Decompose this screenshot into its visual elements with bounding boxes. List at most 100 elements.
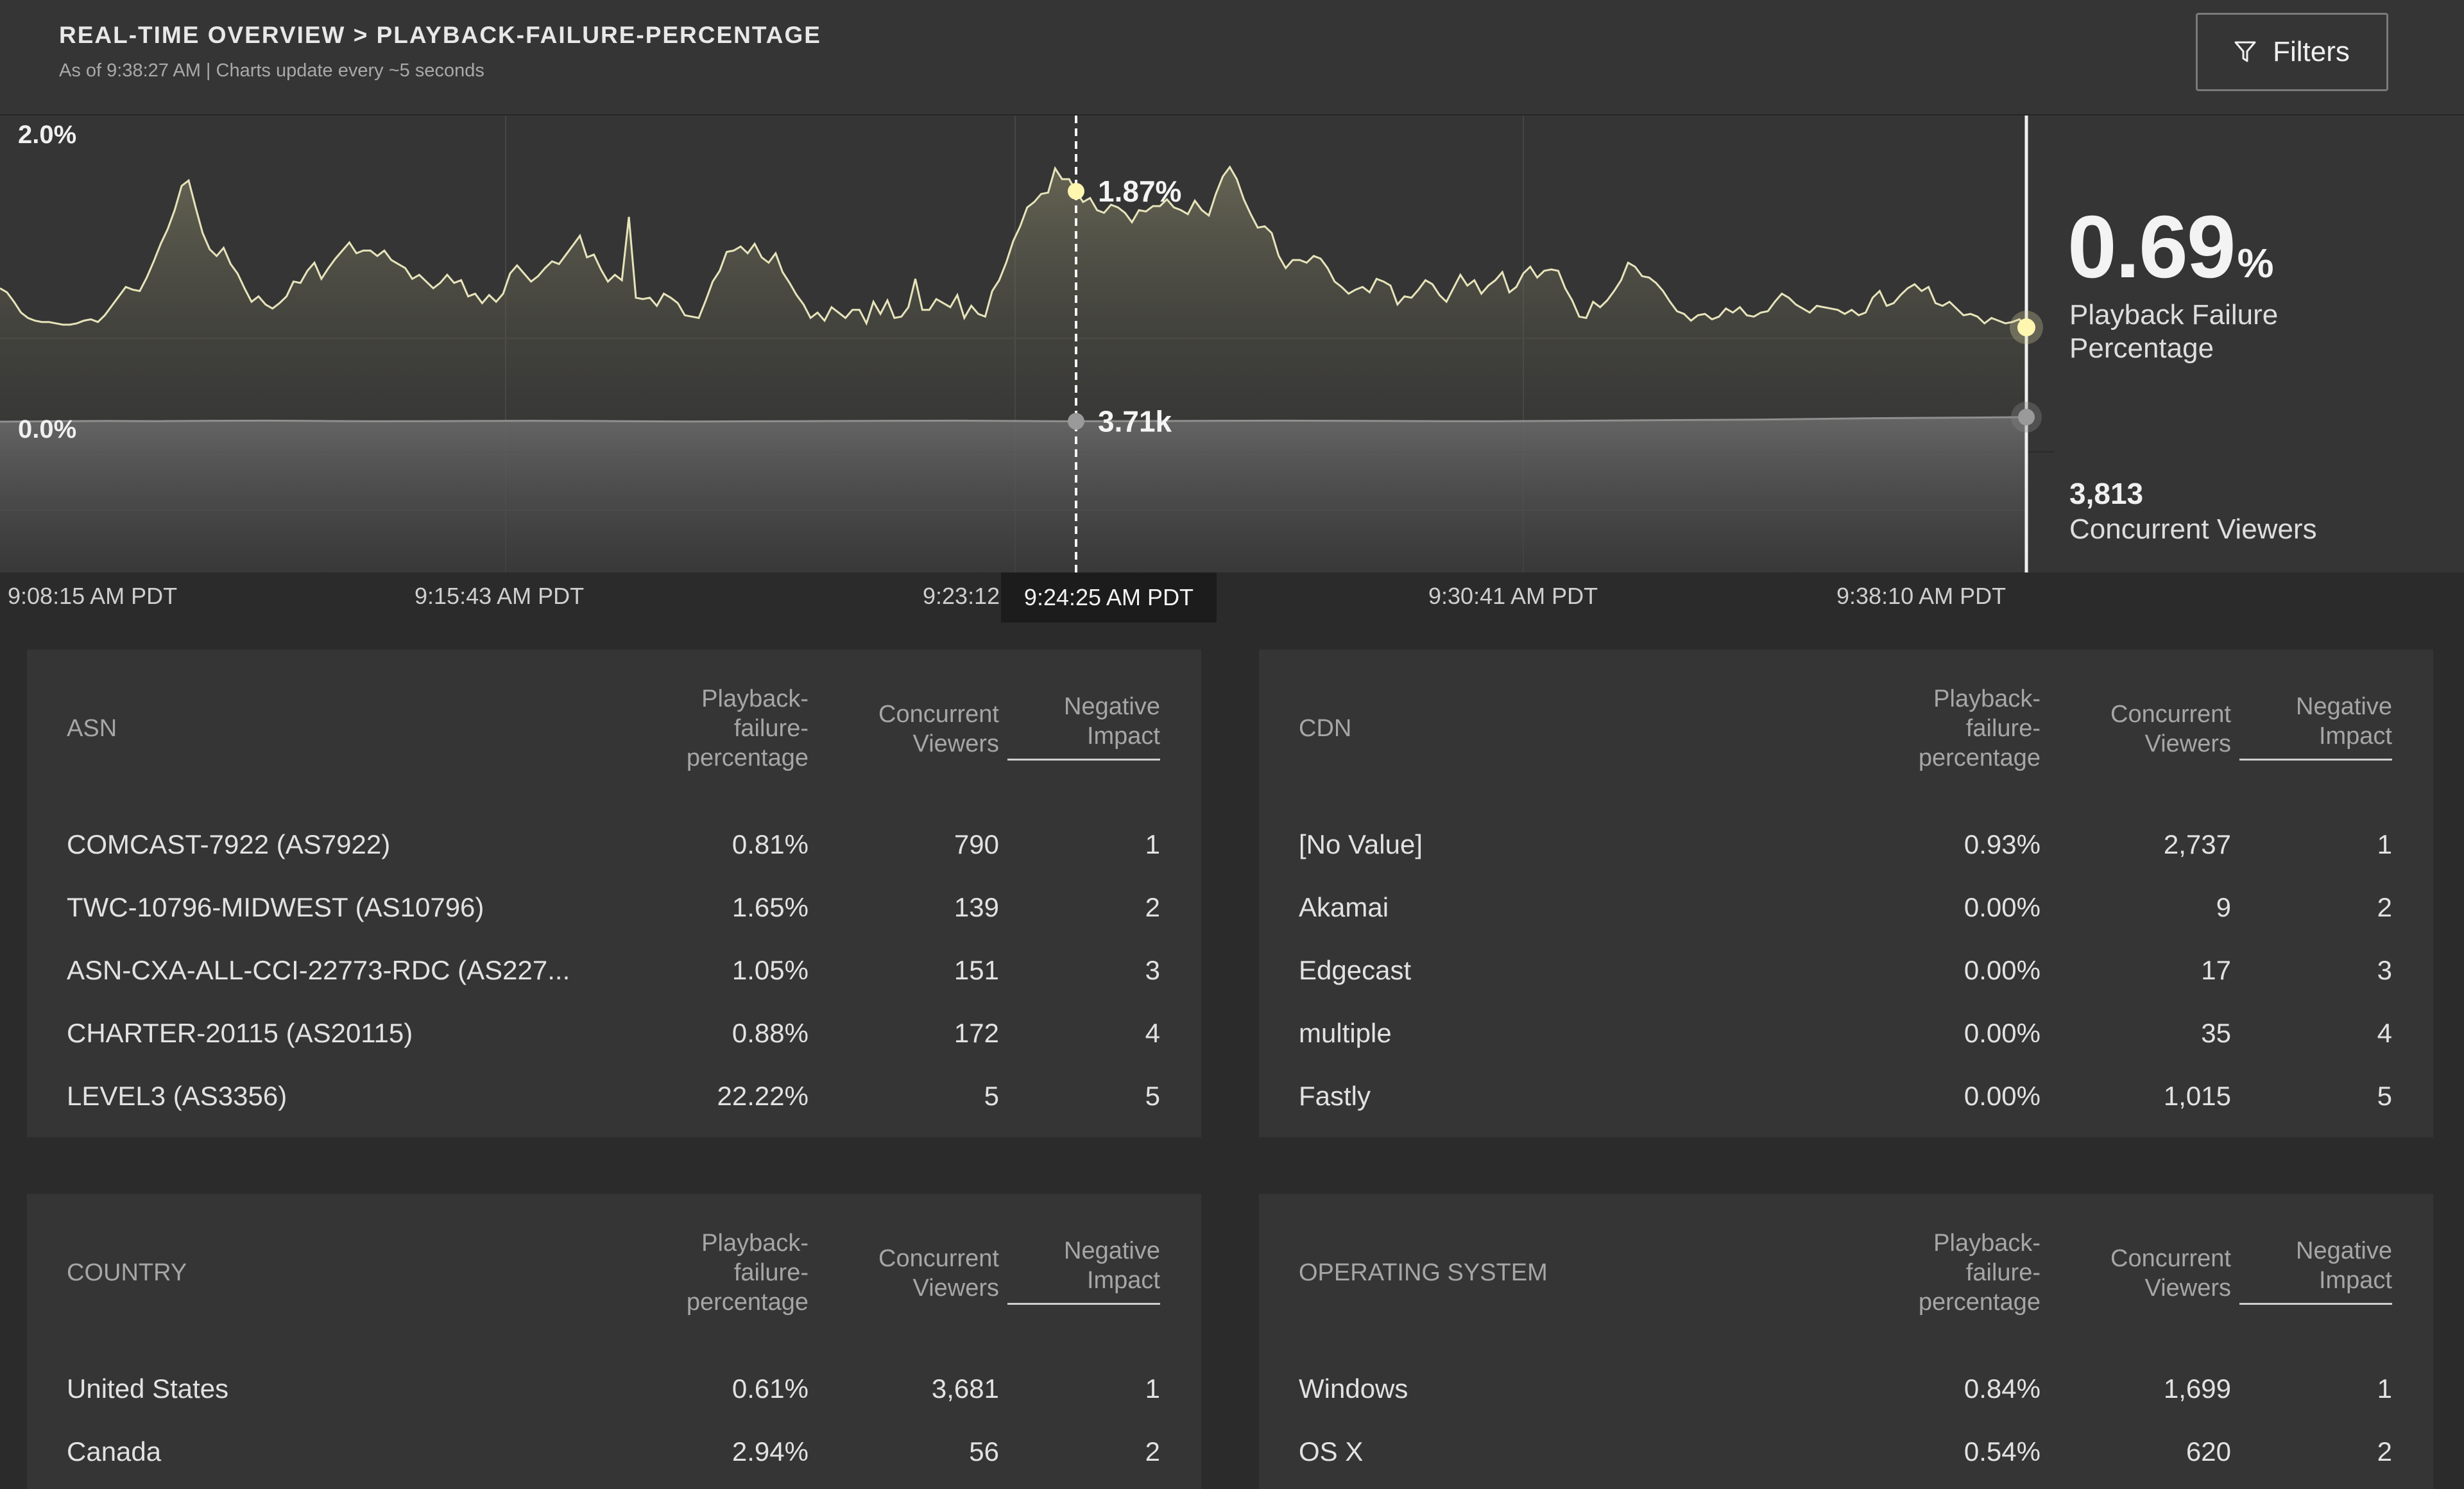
column-header-playback-failure[interactable]: Playback-failure-percentage: [1836, 684, 2041, 773]
table-row[interactable]: OS X 0.54% 620 2: [1259, 1422, 2433, 1485]
header-line: failure-: [1965, 1259, 2041, 1286]
row-name: [No Value]: [1299, 829, 1423, 859]
column-header-concurrent-viewers[interactable]: Concurrent Viewers: [2042, 1244, 2231, 1303]
row-playback-failure: 0.54%: [1964, 1436, 2041, 1467]
row-name: United States: [67, 1373, 229, 1404]
x-tick-label: 9:08:15 AM PDT: [8, 583, 178, 609]
row-negative-impact: 4: [1145, 1018, 1160, 1048]
row-negative-impact: 1: [2377, 829, 2392, 859]
filters-label: Filters: [2273, 36, 2350, 67]
row-concurrent-viewers: 5: [984, 1081, 999, 1111]
header-line: Impact: [1086, 1267, 1160, 1294]
table-row[interactable]: Akamai 0.00% 9 2: [1259, 878, 2433, 941]
column-header-negative-impact[interactable]: Negative Impact: [2239, 692, 2392, 761]
row-concurrent-viewers: 3,681: [931, 1373, 999, 1404]
table-title[interactable]: OPERATING SYSTEM: [1299, 1259, 1548, 1286]
hover-point-failure: [1068, 183, 1085, 200]
table-title[interactable]: COUNTRY: [67, 1259, 187, 1286]
row-negative-impact: 2: [1145, 1436, 1160, 1467]
column-header-negative-impact[interactable]: Negative Impact: [1007, 1236, 1160, 1305]
table-row[interactable]: COMCAST-7922 (AS7922) 0.81% 790 1: [27, 815, 1201, 878]
row-concurrent-viewers: 790: [954, 829, 999, 859]
table-row[interactable]: Windows 0.84% 1,699 1: [1259, 1359, 2433, 1422]
column-header-concurrent-viewers[interactable]: Concurrent Viewers: [810, 700, 999, 759]
header-line: Viewers: [2144, 730, 2231, 757]
country-table: COUNTRY Playback-failure-percentage Concur…: [27, 1194, 1201, 1489]
filters-button[interactable]: Filters: [2196, 13, 2388, 91]
current-failure-label: Playback Failure Percentage: [2069, 299, 2279, 364]
table-row[interactable]: Fastly 0.00% 1,015 5: [1259, 1067, 2433, 1130]
row-name: Windows: [1299, 1373, 1408, 1404]
header-line: percentage: [686, 1289, 809, 1316]
hover-time-tooltip: 9:24:25 AM PDT: [1001, 572, 1217, 623]
table-row[interactable]: ASN-CXA-ALL-CCI-22773-RDC (AS227... 1.05%…: [27, 941, 1201, 1004]
table-row[interactable]: multiple 0.00% 35 4: [1259, 1004, 2433, 1067]
row-concurrent-viewers: 151: [954, 955, 999, 985]
x-tick-label: 9:23:12: [923, 583, 1000, 609]
table-row[interactable]: Edgecast 0.00% 17 3: [1259, 941, 2433, 1004]
row-negative-impact: 3: [1145, 955, 1160, 985]
header-line: failure-: [733, 1259, 809, 1286]
current-point-viewers: [2018, 408, 2035, 426]
row-playback-failure: 0.93%: [1964, 829, 2041, 859]
failure-area: [0, 167, 2026, 451]
column-header-concurrent-viewers[interactable]: Concurrent Viewers: [2042, 700, 2231, 759]
row-playback-failure: 0.00%: [1964, 892, 2041, 922]
row-name: LEVEL3 (AS3356): [67, 1081, 287, 1111]
row-name: OS X: [1299, 1436, 1364, 1467]
table-row[interactable]: United States 0.61% 3,681 1: [27, 1359, 1201, 1422]
y-max-label: 2.0%: [18, 121, 76, 149]
row-name: Edgecast: [1299, 955, 1412, 985]
row-concurrent-viewers: 56: [969, 1436, 999, 1467]
current-viewers-value: 3,813: [2069, 477, 2144, 510]
current-failure-unit: %: [2237, 240, 2274, 286]
header-line: percentage: [686, 744, 809, 771]
table-row[interactable]: LEVEL3 (AS3356) 22.22% 5 5: [27, 1067, 1201, 1130]
hover-value-viewers: 3.71k: [1098, 404, 1172, 438]
header-line: Negative: [2296, 693, 2392, 720]
row-playback-failure: 0.61%: [732, 1373, 809, 1404]
row-negative-impact: 2: [2377, 892, 2392, 922]
update-status: As of 9:38:27 AM | Charts update every ~…: [59, 60, 484, 81]
header-line: Playback-: [701, 685, 809, 712]
column-header-playback-failure[interactable]: Playback-failure-percentage: [604, 684, 809, 773]
table-title[interactable]: CDN: [1299, 715, 1352, 742]
realtime-chart[interactable]: 2.0% 0.0% 1.87% 3.71k: [0, 116, 2053, 572]
header-line: percentage: [1918, 1289, 2041, 1316]
funnel-icon: [2234, 41, 2256, 62]
top-bar: REAL-TIME OVERVIEW > PLAYBACK-FAILURE-PE…: [0, 0, 2464, 116]
table-title[interactable]: ASN: [67, 715, 117, 742]
viewers-area: [0, 417, 2026, 572]
asn-table: ASN Playback-failure-percentage Concurrent…: [27, 650, 1201, 1137]
row-playback-failure: 0.84%: [1964, 1373, 2041, 1404]
row-name: Fastly: [1299, 1081, 1371, 1111]
column-header-negative-impact[interactable]: Negative Impact: [2239, 1236, 2392, 1305]
row-negative-impact: 1: [1145, 829, 1160, 859]
header-line: Viewers: [2144, 1275, 2231, 1302]
column-header-playback-failure[interactable]: Playback-failure-percentage: [604, 1228, 809, 1317]
row-name: CHARTER-20115 (AS20115): [67, 1018, 413, 1048]
header-line: Viewers: [912, 730, 999, 757]
column-header-concurrent-viewers[interactable]: Concurrent Viewers: [810, 1244, 999, 1303]
header-line: Concurrent: [878, 1245, 999, 1272]
row-name: Akamai: [1299, 892, 1389, 922]
table-row[interactable]: TWC-10796-MIDWEST (AS10796) 1.65% 139 2: [27, 878, 1201, 941]
header-line: Playback-: [701, 1230, 809, 1257]
row-playback-failure: 0.88%: [732, 1018, 809, 1048]
x-tick-label: 9:15:43 AM PDT: [415, 583, 585, 609]
row-playback-failure: 2.94%: [732, 1436, 809, 1467]
table-row[interactable]: Canada 2.94% 56 2: [27, 1422, 1201, 1485]
row-concurrent-viewers: 9: [2216, 892, 2231, 922]
table-row[interactable]: [No Value] 0.93% 2,737 1: [1259, 815, 2433, 878]
column-header-negative-impact[interactable]: Negative Impact: [1007, 692, 1160, 761]
row-playback-failure: 0.00%: [1964, 1018, 2041, 1048]
row-name: COMCAST-7922 (AS7922): [67, 829, 391, 859]
header-line: Impact: [2318, 1267, 2392, 1294]
table-row[interactable]: CHARTER-20115 (AS20115) 0.88% 172 4: [27, 1004, 1201, 1067]
row-playback-failure: 22.22%: [717, 1081, 809, 1111]
row-negative-impact: 2: [2377, 1436, 2392, 1467]
column-header-playback-failure[interactable]: Playback-failure-percentage: [1836, 1228, 2041, 1317]
header-line: percentage: [1918, 744, 2041, 771]
row-concurrent-viewers: 620: [2186, 1436, 2231, 1467]
row-name: Canada: [67, 1436, 162, 1467]
